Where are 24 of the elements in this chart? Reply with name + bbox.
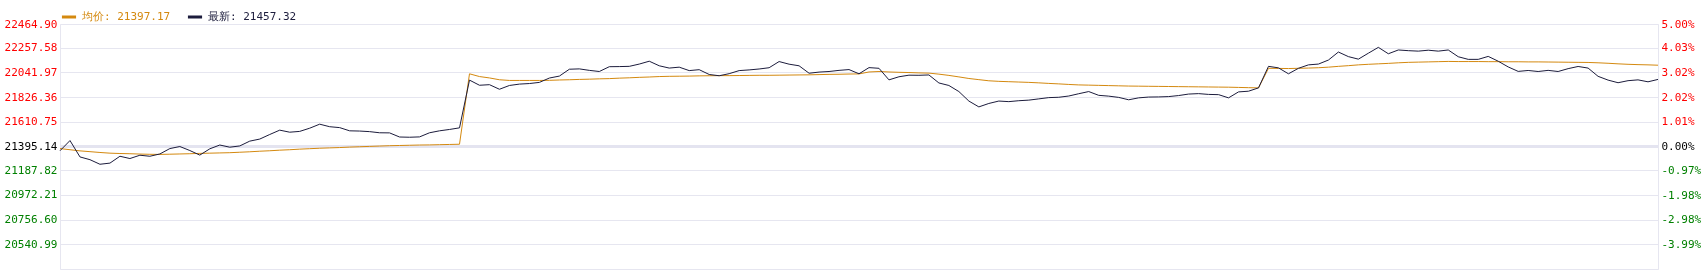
y2-tick-label: 2.02%: [1661, 90, 1695, 104]
y2-tick-label: -2.98%: [1661, 213, 1702, 227]
y-tick-label: 20540.99: [4, 237, 58, 251]
y-tick-label: 21610.75: [4, 115, 58, 129]
y2-tick-label: 3.02%: [1661, 66, 1695, 80]
y-tick-label: 22464.90: [4, 17, 58, 31]
y2-tick-label: -3.99%: [1661, 237, 1702, 251]
y2-tick-label: -1.98%: [1661, 188, 1702, 202]
legend-label: 均价: 21397.17: [81, 10, 171, 23]
y2-tick-label: 5.00%: [1661, 17, 1695, 31]
legend-label: 最新: 21457.32: [208, 10, 297, 23]
y2-tick-label: 1.01%: [1661, 115, 1695, 129]
y-tick-label: 22257.58: [4, 41, 58, 55]
y2-tick-label: 4.03%: [1661, 41, 1695, 55]
y-tick-label: 22041.97: [4, 65, 58, 79]
y-tick-label: 21395.14: [4, 140, 58, 153]
y2-tick-label: -0.97%: [1661, 163, 1702, 177]
y2-tick-label: 0.00%: [1661, 140, 1695, 153]
y-tick-label: 21187.82: [4, 163, 58, 177]
y-tick-label: 20972.21: [4, 188, 58, 202]
y-tick-label: 20756.60: [4, 213, 58, 227]
y-tick-label: 21826.36: [4, 90, 58, 104]
line-series: [59, 46, 1659, 165]
line-series: [59, 60, 1659, 155]
